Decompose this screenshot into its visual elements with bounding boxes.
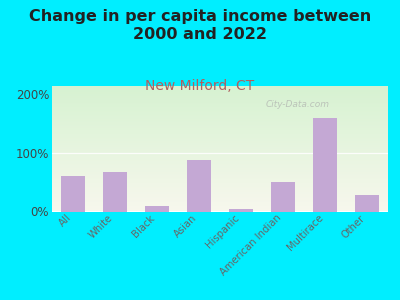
Text: City-Data.com: City-Data.com	[265, 100, 329, 109]
Bar	[104, 172, 126, 212]
Bar	[230, 208, 252, 211]
Bar	[356, 195, 378, 211]
Bar	[62, 176, 84, 211]
Bar	[146, 206, 168, 212]
Bar	[188, 160, 210, 212]
Text: Change in per capita income between
2000 and 2022: Change in per capita income between 2000…	[29, 9, 371, 42]
Bar	[314, 118, 336, 212]
Bar	[272, 182, 294, 212]
Text: New Milford, CT: New Milford, CT	[145, 80, 255, 94]
